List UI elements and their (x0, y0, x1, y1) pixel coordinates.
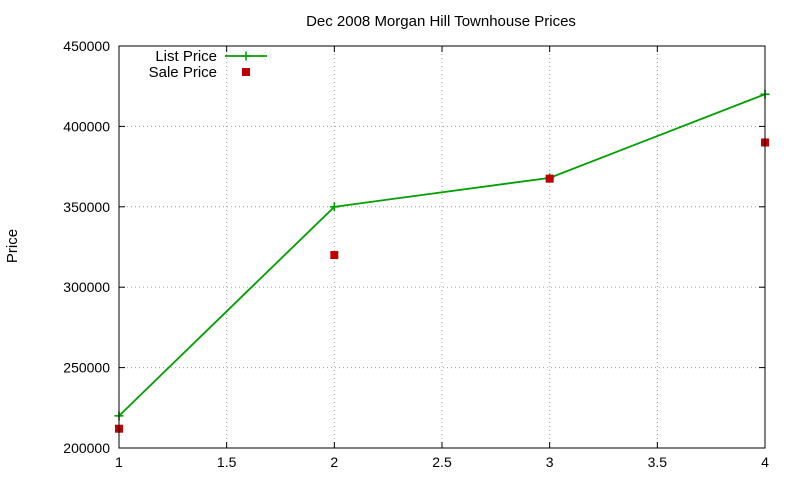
x-tick-label: 2 (330, 454, 338, 470)
legend-label-list-price: List Price (155, 48, 217, 65)
sale-price-point (545, 174, 554, 183)
legend-label-sale-price: Sale Price (149, 64, 217, 81)
y-axis-label: Price (4, 229, 21, 263)
y-tick-label: 200000 (63, 440, 110, 456)
y-tick-label: 300000 (63, 279, 110, 295)
list-price-line (118, 93, 766, 417)
legend-marker-list-price (241, 51, 251, 61)
chart-title: Dec 2008 Morgan Hill Townhouse Prices (306, 13, 576, 30)
x-tick-label: 2.5 (432, 454, 452, 470)
x-tick-label: 1 (115, 454, 123, 470)
y-tick-label: 350000 (63, 199, 110, 215)
legend-marker-sale-price (242, 68, 250, 76)
sale-price-point (330, 251, 339, 260)
list-price-point (329, 202, 339, 212)
plot-series (114, 89, 770, 433)
y-tick-label: 450000 (63, 38, 110, 54)
grid (119, 46, 765, 448)
x-tick-label: 1.5 (217, 454, 237, 470)
x-tick-label: 3.5 (648, 454, 668, 470)
axis-ticks: 1 1.5 2 2.5 3 3.5 4 200000 250000 300000 350000 400… (63, 38, 769, 470)
y-tick-label: 400000 (63, 118, 110, 134)
y-tick-label: 250000 (63, 360, 110, 376)
x-tick-label: 4 (761, 454, 769, 470)
x-tick-label: 3 (546, 454, 554, 470)
